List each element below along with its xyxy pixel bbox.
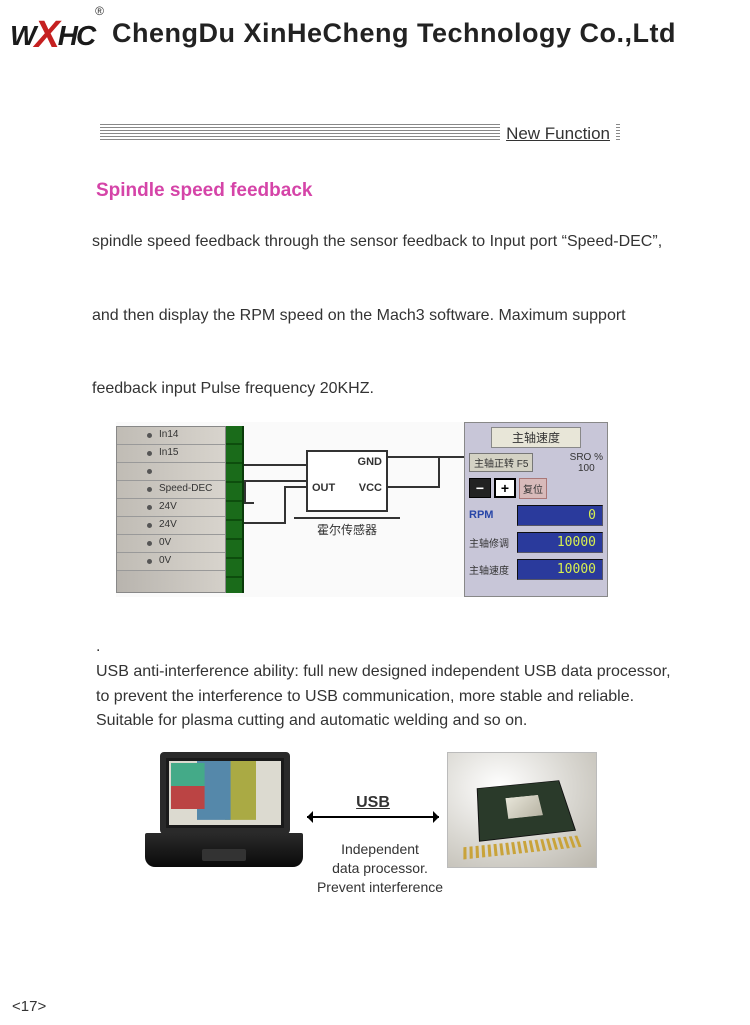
panel-field-row: RPM 0 [469,505,603,526]
pin-vcc: VCC [359,482,382,494]
reset-button[interactable]: 复位 [519,478,547,499]
logo-hc: HC [58,20,94,51]
new-function-divider: New Function [100,124,620,142]
wire [244,480,306,482]
field-value: 0 [517,505,603,526]
wiring-diagram: 24V-Power-Out In14In15Speed-DEC24V24V0V0… [116,422,608,597]
minus-button[interactable]: − [469,478,491,498]
laptop-icon [145,752,305,877]
terminal-row: In14 [117,427,225,445]
wire [284,486,286,524]
header: WXHC ® ChengDu XinHeCheng Technology Co.… [0,0,750,62]
sro-value: 100 [578,463,595,474]
mach3-panel: 主轴速度 主轴正转 F5 SRO % 100 − + 复位 RPM 0 主轴修调 10… [464,422,608,597]
field-label: RPM [469,509,513,521]
wire [284,486,306,488]
wire [244,522,284,524]
sensor-box: GND OUT VCC [306,450,388,512]
sro-label: SRO % 100 [570,452,603,474]
wire [388,486,438,488]
terminal-row: 0V [117,535,225,553]
field-value: 10000 [517,532,603,553]
terminal-row: In15 [117,445,225,463]
wire [388,456,464,458]
spindle-fwd-button[interactable]: 主轴正转 F5 [469,453,533,472]
field-label: 主轴修调 [469,535,513,550]
usb-label: USB [307,794,439,812]
usb-diagram: USB Independent data processor. Prevent … [145,752,605,912]
plus-button[interactable]: + [494,478,516,498]
field-label: 主轴速度 [469,562,513,577]
terminal-row: 24V [117,499,225,517]
terminal-block: 24V-Power-Out In14In15Speed-DEC24V24V0V0… [116,426,226,593]
field-value: 10000 [517,559,603,580]
panel-title: 主轴速度 [491,427,581,448]
terminal-row: 24V [117,517,225,535]
caption-l3: Prevent interference [317,879,443,895]
sro-text: SRO % [570,452,603,463]
wire [244,480,246,504]
caption-l1: Independent [341,841,419,857]
caption-l2: data processor. [332,860,428,876]
company-name: ChengDu XinHeCheng Technology Co.,Ltd [112,18,676,49]
logo-x: X [34,14,57,57]
connector-strip [226,426,244,593]
new-function-label: New Function [500,124,616,144]
wire [244,502,254,504]
panel-field-row: 主轴修调 10000 [469,532,603,553]
section-title: Spindle speed feedback [96,180,750,202]
terminal-row [117,463,225,481]
usb-caption: Independent data processor. Prevent inte… [295,840,465,897]
wire [438,456,440,488]
registered-icon: ® [95,4,104,18]
page-number: <17> [12,998,46,1015]
usb-arrow: USB [307,794,439,818]
body-paragraph: spindle speed feedback through the senso… [92,224,750,408]
logo-w: W [10,20,34,51]
processor-chip-icon [447,752,597,868]
usb-body: USB anti-interference ability: full new … [96,663,671,730]
usb-paragraph: .USB anti-interference ability: full new… [96,635,676,734]
terminal-row: Speed-DEC [117,481,225,499]
panel-field-row: 主轴速度 10000 [469,559,603,580]
wire [244,464,306,466]
pin-out: OUT [312,482,335,494]
sensor-caption: 霍尔传感器 [294,517,400,538]
logo: WXHC ® [10,12,100,54]
terminal-row: 0V [117,553,225,571]
pin-gnd: GND [358,456,382,468]
